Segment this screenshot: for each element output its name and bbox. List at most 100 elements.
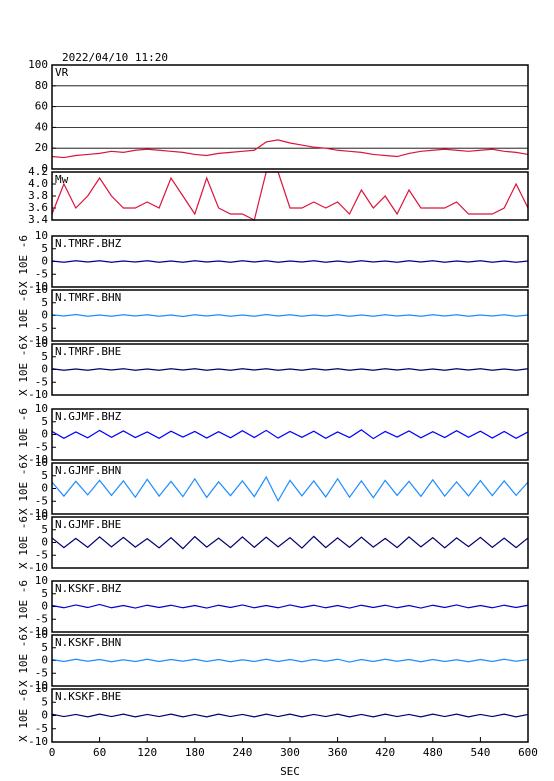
y-tick-label: -10 bbox=[28, 625, 48, 638]
trace-label: N.KSKF.BHE bbox=[55, 690, 121, 703]
trace bbox=[51, 658, 529, 663]
x-tick-label: 120 bbox=[137, 746, 157, 759]
y-tick-label: -10 bbox=[28, 679, 48, 692]
y-tick-label: 10 bbox=[35, 510, 48, 523]
x-axis-label: SEC bbox=[280, 765, 300, 778]
x-tick-label: 360 bbox=[328, 746, 348, 759]
y-tick-label: -5 bbox=[35, 440, 48, 453]
x-tick-label: 600 bbox=[518, 746, 538, 759]
y-axis-label: X 10E -6 bbox=[17, 516, 30, 569]
y-axis-label: X 10E -6 bbox=[17, 580, 30, 633]
y-tick-label: 3.4 bbox=[28, 213, 48, 226]
y-tick-label: -5 bbox=[35, 375, 48, 388]
y-tick-label: -10 bbox=[28, 280, 48, 293]
trace-label: N.GJMF.BHZ bbox=[55, 410, 122, 423]
y-tick-label: 3.6 bbox=[28, 201, 48, 214]
y-tick-label: -5 bbox=[35, 267, 48, 280]
y-tick-label: 10 bbox=[35, 283, 48, 296]
y-axis-label: X 10E -6 bbox=[17, 289, 30, 342]
y-axis-label: X 10E -6 bbox=[17, 408, 30, 461]
trace-label: N.GJMF.BHN bbox=[55, 464, 121, 477]
y-tick-label: 5 bbox=[41, 523, 48, 536]
y-tick-label: 0 bbox=[41, 255, 48, 268]
trace-label: N.TMRF.BHZ bbox=[55, 237, 122, 250]
y-tick-label: 5 bbox=[41, 350, 48, 363]
chart-title: 2022/04/10 11:20 bbox=[62, 51, 168, 64]
trace bbox=[51, 171, 529, 221]
y-tick-label: 0 bbox=[41, 482, 48, 495]
x-tick-label: 180 bbox=[185, 746, 205, 759]
y-tick-label: 10 bbox=[35, 229, 48, 242]
y-tick-label: 10 bbox=[35, 456, 48, 469]
trace bbox=[51, 603, 529, 609]
y-tick-label: 0 bbox=[41, 162, 48, 175]
y-tick-label: 10 bbox=[35, 337, 48, 350]
y-tick-label: -5 bbox=[35, 494, 48, 507]
trace bbox=[51, 429, 529, 440]
trace-label: N.KSKF.BHN bbox=[55, 636, 121, 649]
y-tick-label: 0 bbox=[41, 309, 48, 322]
panel-frame bbox=[51, 235, 529, 288]
y-tick-label: 5 bbox=[41, 469, 48, 482]
y-tick-label: 5 bbox=[41, 641, 48, 654]
x-tick-label: 480 bbox=[423, 746, 443, 759]
x-tick-label: 540 bbox=[470, 746, 490, 759]
trace bbox=[51, 713, 529, 718]
trace-label: N.KSKF.BHZ bbox=[55, 582, 122, 595]
y-tick-label: 10 bbox=[35, 628, 48, 641]
trace-label: VR bbox=[55, 66, 69, 79]
y-axis-label: X 10E -6 bbox=[17, 634, 30, 687]
y-tick-label: 5 bbox=[41, 296, 48, 309]
y-tick-label: 40 bbox=[35, 120, 48, 133]
panel-frame bbox=[51, 408, 529, 461]
y-tick-label: 5 bbox=[41, 695, 48, 708]
x-tick-label: 0 bbox=[49, 746, 56, 759]
trace bbox=[51, 139, 529, 159]
y-tick-label: 80 bbox=[35, 79, 48, 92]
y-tick-label: -10 bbox=[28, 334, 48, 347]
x-tick-label: 240 bbox=[232, 746, 252, 759]
y-tick-label: 3.8 bbox=[28, 189, 48, 202]
y-tick-label: -10 bbox=[28, 735, 48, 748]
y-tick-label: 10 bbox=[35, 682, 48, 695]
y-tick-label: 5 bbox=[41, 415, 48, 428]
y-tick-label: -10 bbox=[28, 561, 48, 574]
y-tick-label: 4.2 bbox=[28, 165, 48, 178]
trace bbox=[51, 535, 529, 550]
panel-frame bbox=[51, 580, 529, 633]
trace bbox=[51, 260, 529, 263]
y-tick-label: -5 bbox=[35, 612, 48, 625]
y-tick-label: -5 bbox=[35, 321, 48, 334]
y-tick-label: -5 bbox=[35, 548, 48, 561]
y-tick-label: 10 bbox=[35, 402, 48, 415]
trace-label: N.GJMF.BHE bbox=[55, 518, 121, 531]
trace-label: Mw bbox=[55, 173, 69, 186]
y-tick-label: 0 bbox=[41, 709, 48, 722]
y-axis-label: X 10E -6 bbox=[17, 689, 30, 742]
x-tick-label: 300 bbox=[280, 746, 300, 759]
y-tick-label: 5 bbox=[41, 242, 48, 255]
y-tick-label: 0 bbox=[41, 428, 48, 441]
x-tick-label: 420 bbox=[375, 746, 395, 759]
panel-frame bbox=[51, 688, 529, 743]
trace bbox=[51, 368, 529, 371]
trace bbox=[51, 475, 529, 502]
y-tick-label: 10 bbox=[35, 574, 48, 587]
y-tick-label: 4.0 bbox=[28, 177, 48, 190]
y-tick-label: -10 bbox=[28, 453, 48, 466]
panel-frame bbox=[51, 516, 529, 569]
panel-frame bbox=[51, 634, 529, 687]
panel-frame bbox=[51, 343, 529, 396]
panel-frame bbox=[51, 462, 529, 515]
panel-frame bbox=[51, 289, 529, 342]
y-tick-label: 60 bbox=[35, 100, 48, 113]
y-axis-label: X 10E -6 bbox=[17, 343, 30, 396]
panel-frame bbox=[51, 171, 529, 221]
y-tick-label: -5 bbox=[35, 722, 48, 735]
trace-label: N.TMRF.BHN bbox=[55, 291, 121, 304]
y-tick-label: 0 bbox=[41, 654, 48, 667]
trace-label: N.TMRF.BHE bbox=[55, 345, 121, 358]
y-tick-label: -10 bbox=[28, 388, 48, 401]
y-tick-label: -5 bbox=[35, 666, 48, 679]
